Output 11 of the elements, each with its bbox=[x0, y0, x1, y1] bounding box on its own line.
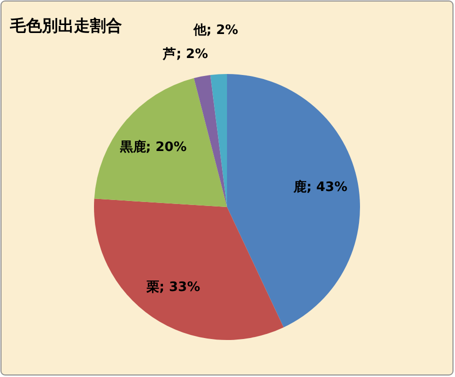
slice-label: 黒鹿; 20% bbox=[118, 138, 187, 155]
slice-label: 芦; 2% bbox=[162, 46, 208, 62]
pie-slice bbox=[210, 74, 227, 207]
slice-label: 鹿; 43% bbox=[292, 179, 348, 196]
chart-title: 毛色別出走割合 bbox=[9, 16, 122, 35]
pie-slice bbox=[194, 75, 227, 207]
pie-slice bbox=[94, 198, 284, 340]
pie-slice bbox=[94, 78, 227, 207]
slice-label: 栗; 33% bbox=[145, 280, 200, 296]
pie-slice bbox=[227, 74, 360, 328]
slice-label: 他; 2% bbox=[192, 23, 238, 38]
